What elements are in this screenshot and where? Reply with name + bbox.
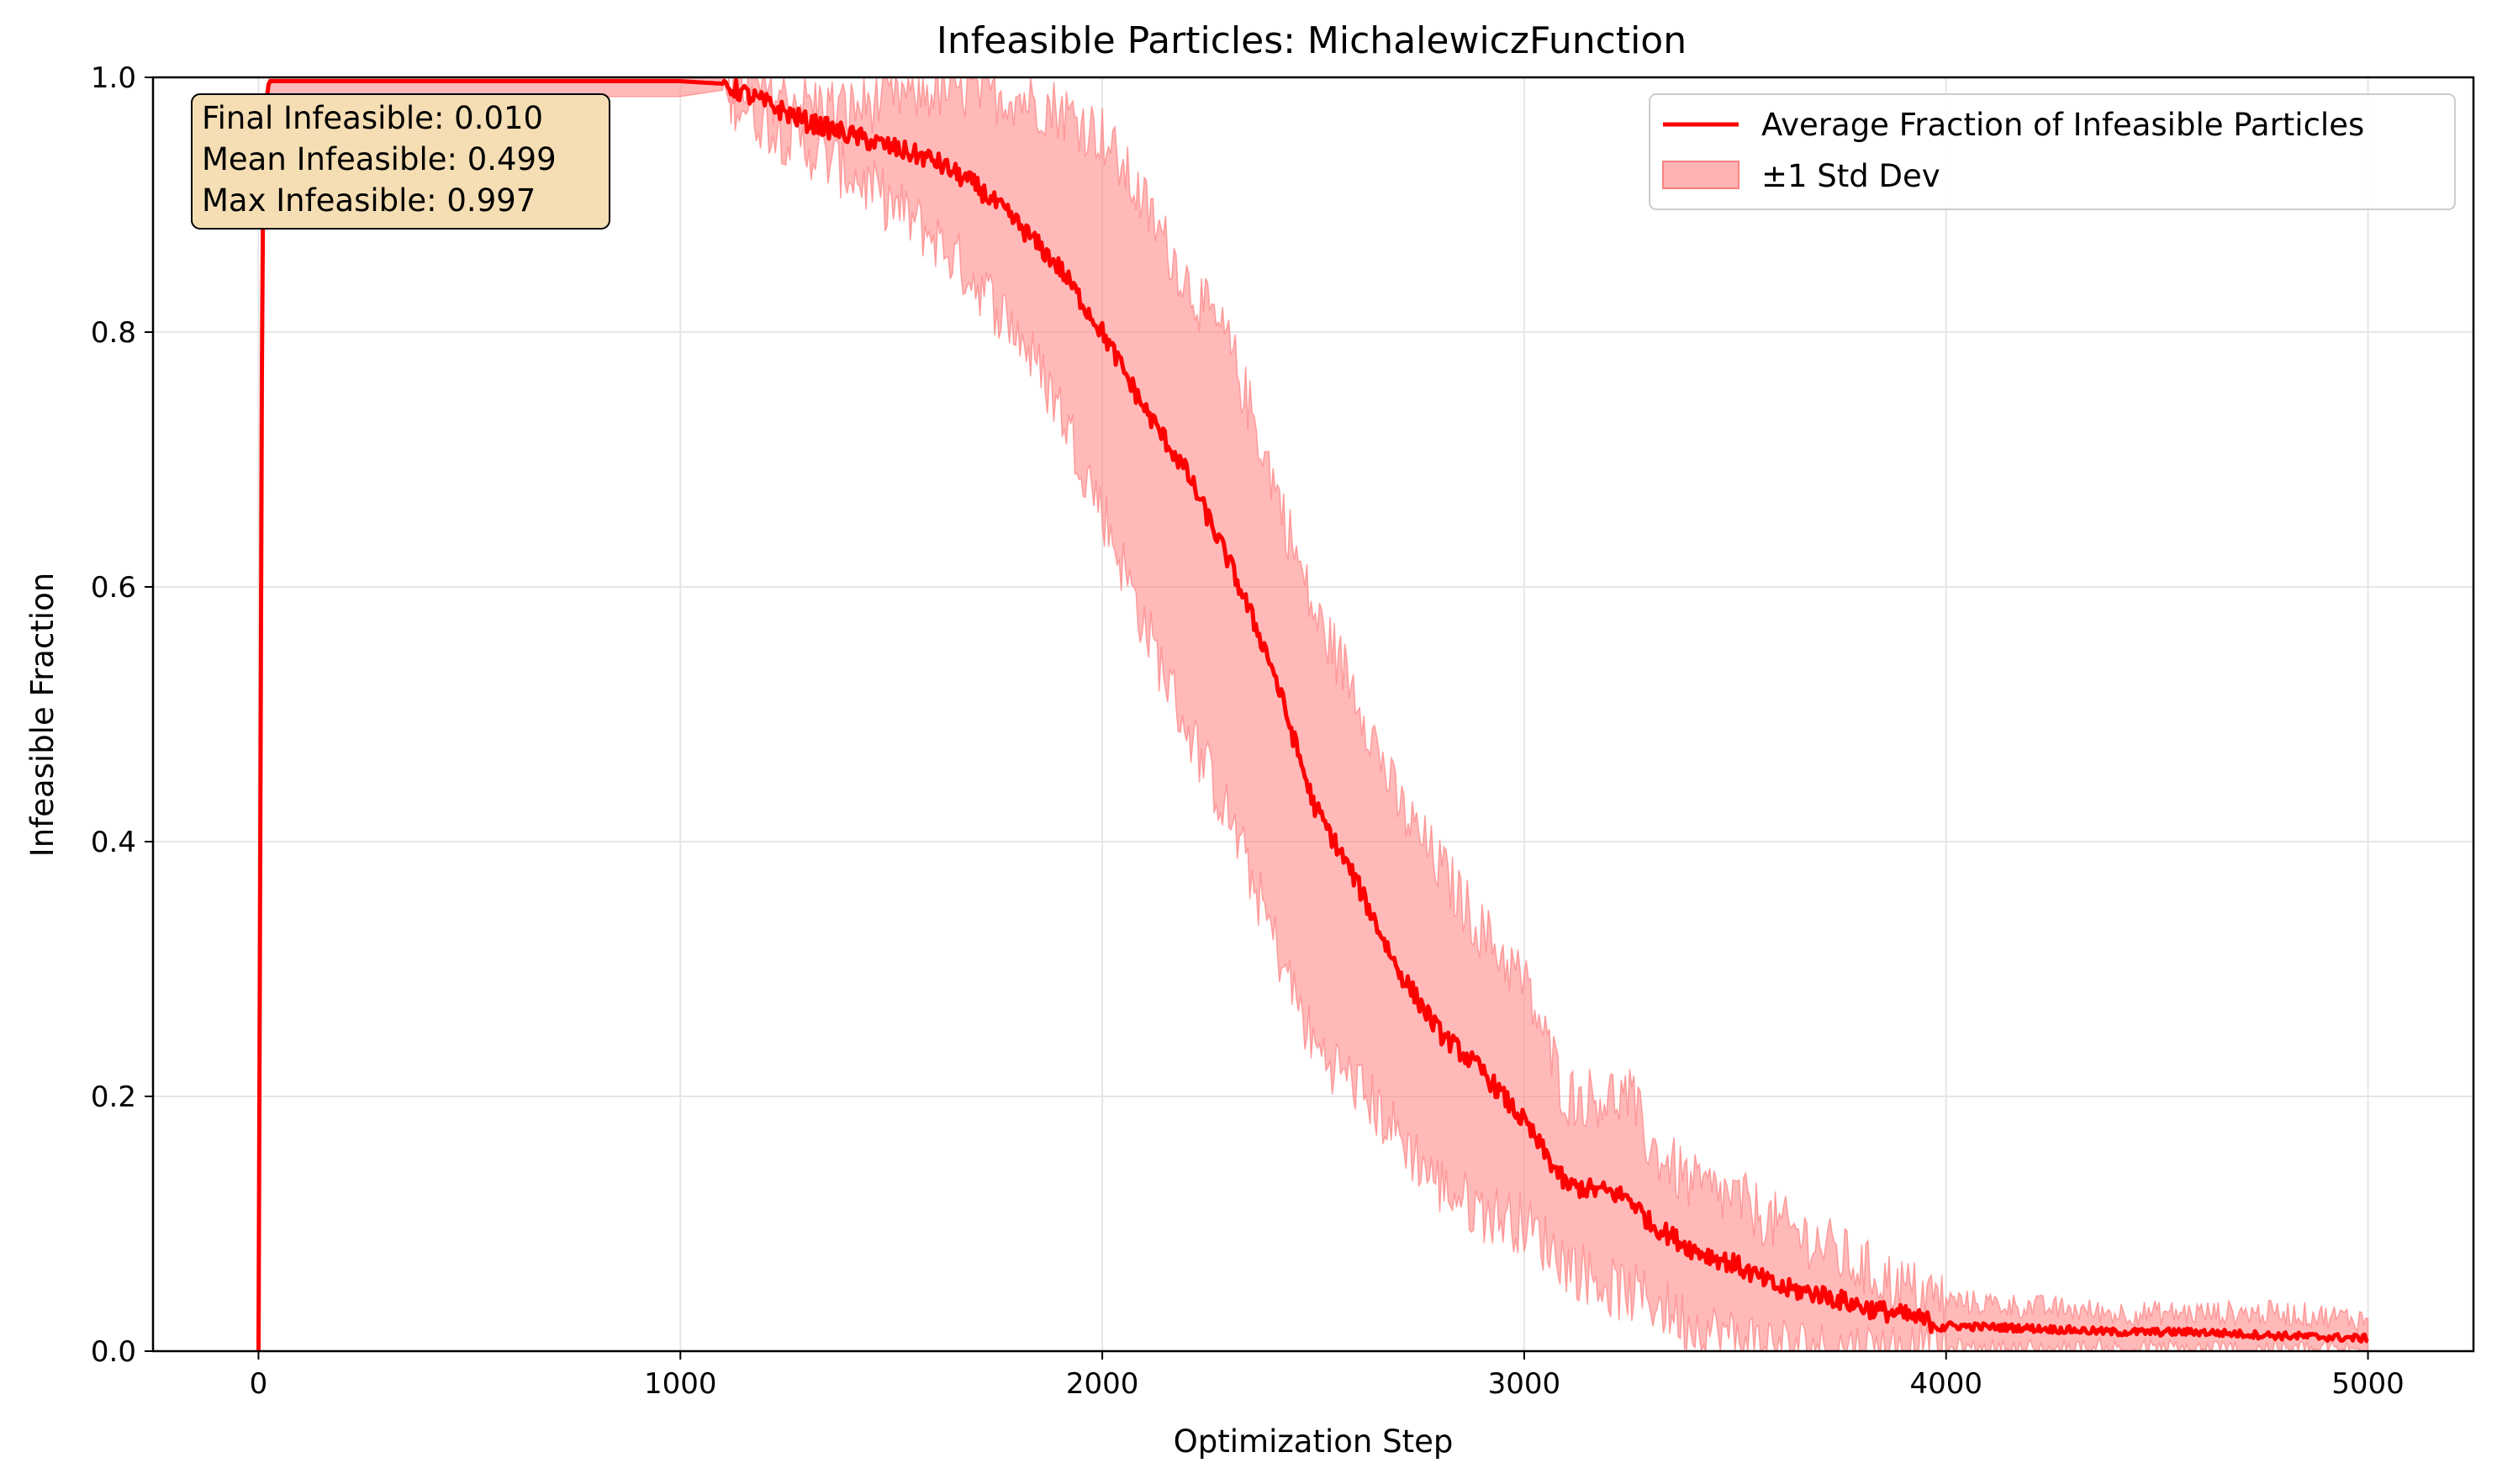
y-tick-label: 0.4 (91, 826, 136, 859)
y-tick-label: 0.6 (91, 571, 136, 605)
y-tick-label: 0.2 (91, 1080, 136, 1114)
x-axis-ticks: 0 1000 2000 3000 4000 5000 (250, 1351, 2405, 1401)
x-axis-label: Optimization Step (1174, 1423, 1454, 1460)
legend-label-std: ±1 Std Dev (1761, 158, 1940, 194)
legend-frame (1649, 93, 2456, 210)
x-tick-label: 5000 (2331, 1367, 2405, 1401)
legend-label-mean: Average Fraction of Infeasible Particles (1761, 107, 2364, 143)
y-tick-label: 0.8 (91, 316, 136, 350)
y-tick-label: 0.0 (91, 1335, 136, 1369)
stats-final-infeasible: Final Infeasible: 0.010 (202, 100, 543, 136)
x-tick-label: 3000 (1488, 1367, 1561, 1401)
y-axis-label: Infeasible Fraction (24, 573, 61, 857)
y-axis-ticks: 0.0 0.2 0.4 0.6 0.8 1.0 (91, 61, 153, 1369)
mean-infeasible-line (256, 77, 2369, 1352)
stats-mean-infeasible: Mean Infeasible: 0.499 (202, 141, 557, 177)
std-band-layer (257, 75, 2369, 1354)
y-tick-label: 1.0 (91, 61, 136, 95)
legend-band-swatch (1662, 161, 1739, 189)
x-tick-label: 0 (250, 1367, 268, 1401)
plot-frame (151, 76, 2475, 1353)
stats-box-background (191, 93, 610, 230)
x-tick-label: 1000 (644, 1367, 717, 1401)
legend: Average Fraction of Infeasible Particles… (1649, 93, 2456, 210)
stats-max-infeasible: Max Infeasible: 0.997 (202, 182, 536, 219)
mean-line-layer (256, 77, 2369, 1352)
x-tick-label: 4000 (1909, 1367, 1982, 1401)
chart-title: Infeasible Particles: MichalewiczFunctio… (937, 19, 1687, 62)
std-dev-band (257, 75, 2369, 1354)
x-tick-label: 2000 (1066, 1367, 1139, 1401)
stats-box: Final Infeasible: 0.010 Mean Infeasible:… (191, 93, 610, 230)
